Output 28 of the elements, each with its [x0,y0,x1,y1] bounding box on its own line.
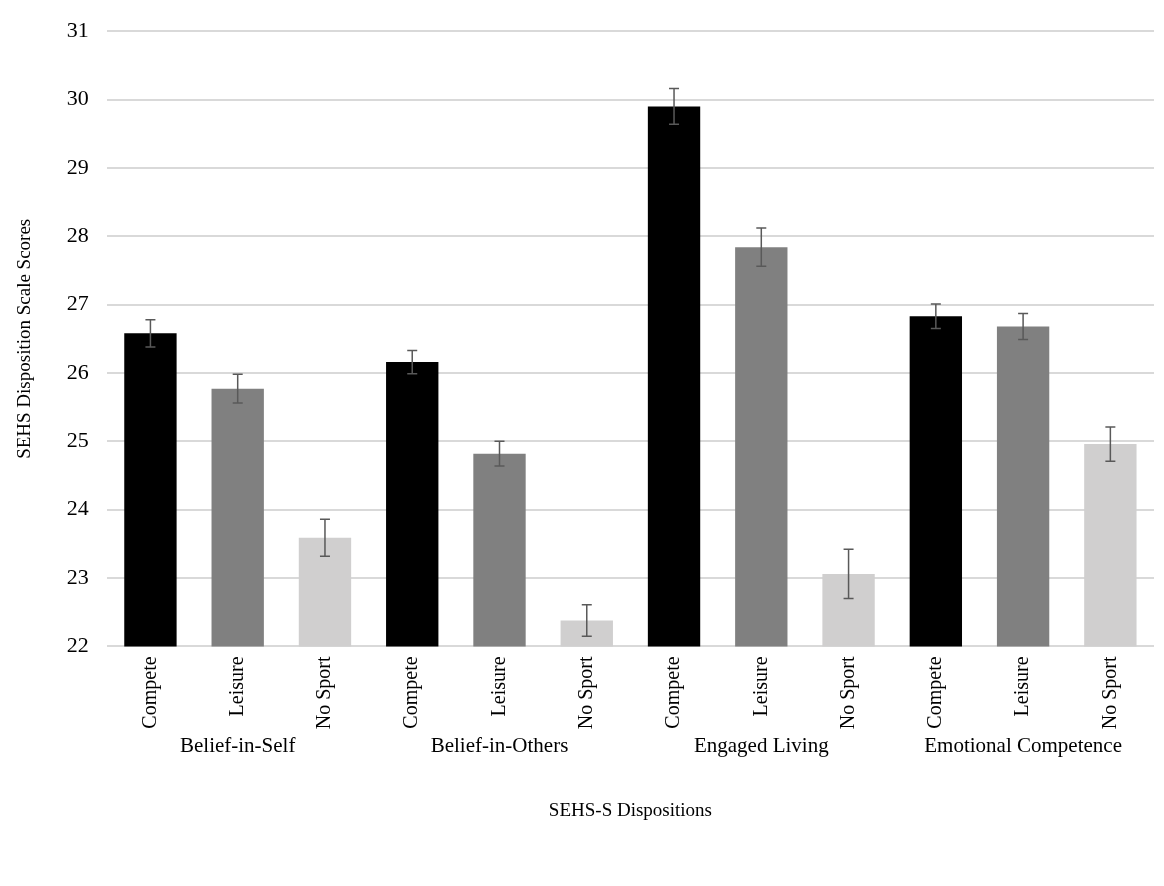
x-tick-label: Leisure [224,656,247,717]
x-tick-label: No Sport [312,655,336,730]
y-tick-label: 30 [66,85,89,111]
x-tick-label: Leisure [1010,656,1033,717]
y-tick-label: 25 [66,427,89,453]
y-tick-label: 28 [66,222,89,248]
x-tick-label: Compete [661,656,685,729]
x-tick-label: Compete [137,656,161,729]
x-tick-label: Compete [399,656,423,729]
y-tick-label: 27 [66,290,89,316]
x-tick-label: No Sport [1097,655,1121,730]
y-tick-label: 31 [66,16,89,42]
text: Engaged Living [693,732,830,757]
text: Emotional Competence [924,732,1122,757]
text: Belief-in-Others [430,732,569,757]
y-axis-title: SEHS Disposition Scale Scores [13,218,35,459]
x-axis-title: SEHS-S Dispositions [548,798,712,820]
y-tick-label: 22 [66,632,89,658]
x-tick-label: No Sport [574,655,598,730]
x-tick-label: Leisure [486,656,509,717]
y-tick-label: 26 [66,358,89,384]
x-tick-label: Leisure [748,656,771,717]
y-tick-label: 29 [66,153,89,179]
y-tick-label: 23 [66,563,89,589]
x-tick-label: No Sport [835,655,859,730]
x-tick-label: Compete [923,656,947,729]
text: Belief-in-Self [179,732,296,757]
y-tick-label: 24 [66,495,89,521]
